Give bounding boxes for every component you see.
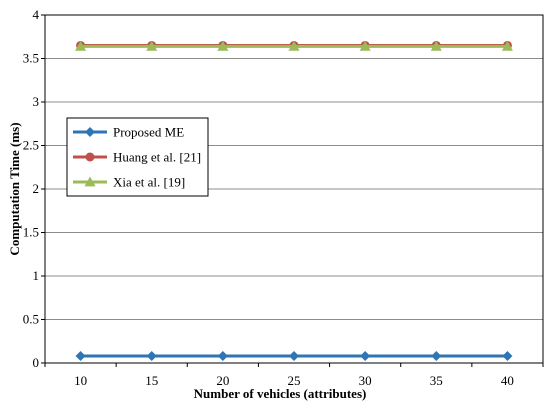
data-point-diamond <box>360 351 371 362</box>
series-group <box>75 40 513 362</box>
x-tick-label: 30 <box>359 373 372 388</box>
data-point-triangle <box>84 176 96 187</box>
series-1 <box>75 351 513 362</box>
x-tick-label: 15 <box>145 373 158 388</box>
legend-label: Proposed ME <box>113 125 184 140</box>
series-3 <box>75 40 513 51</box>
data-point-triangle <box>501 40 513 51</box>
data-point-triangle <box>75 40 87 51</box>
x-tick-label: 40 <box>501 373 514 388</box>
legend-entry: Proposed ME <box>73 125 184 140</box>
legend-entry: Huang et al. [21] <box>73 150 201 165</box>
data-point-diamond <box>431 351 442 362</box>
x-tick-label: 10 <box>74 373 87 388</box>
data-point-diamond <box>75 351 86 362</box>
data-point-diamond <box>146 351 157 362</box>
data-point-diamond <box>217 351 228 362</box>
legend: Proposed ME Huang et al. [21] Xia et al. [… <box>66 117 209 197</box>
data-point-diamond <box>289 351 299 362</box>
y-tick-label: 0 <box>33 355 40 370</box>
data-point-triangle <box>217 40 229 51</box>
y-axis-title: Computation Time (ms) <box>7 122 22 255</box>
y-tick-label: 0.5 <box>23 312 39 327</box>
y-tick-label: 2.5 <box>23 138 39 153</box>
y-tick-label: 3.5 <box>23 51 39 66</box>
data-point-triangle <box>430 40 442 51</box>
y-tick-label: 3 <box>33 94 40 109</box>
x-axis-title: Number of vehicles (attributes) <box>194 386 367 401</box>
y-tick-label: 4 <box>33 7 40 22</box>
x-axis-ticks: 10 15 20 25 30 35 40 <box>44 363 544 388</box>
data-point-diamond <box>85 127 95 137</box>
x-tick-label: 35 <box>430 373 443 388</box>
x-tick-label: 25 <box>288 373 301 388</box>
y-tick-label: 1.5 <box>23 225 39 240</box>
y-tick-label: 2 <box>33 181 40 196</box>
x-tick-label: 20 <box>216 373 229 388</box>
y-tick-label: 1 <box>33 268 40 283</box>
y-axis-ticks: 0 0.5 1 1.5 2 2.5 3 3.5 4 <box>23 7 45 370</box>
data-point-circle <box>85 152 95 162</box>
data-point-triangle <box>146 40 158 51</box>
legend-label: Xia et al. [19] <box>113 175 185 190</box>
data-point-triangle <box>359 40 371 51</box>
legend-label: Huang et al. [21] <box>113 150 201 165</box>
legend-entry: Xia et al. [19] <box>73 175 185 190</box>
data-point-triangle <box>288 40 300 51</box>
data-point-diamond <box>502 351 513 362</box>
